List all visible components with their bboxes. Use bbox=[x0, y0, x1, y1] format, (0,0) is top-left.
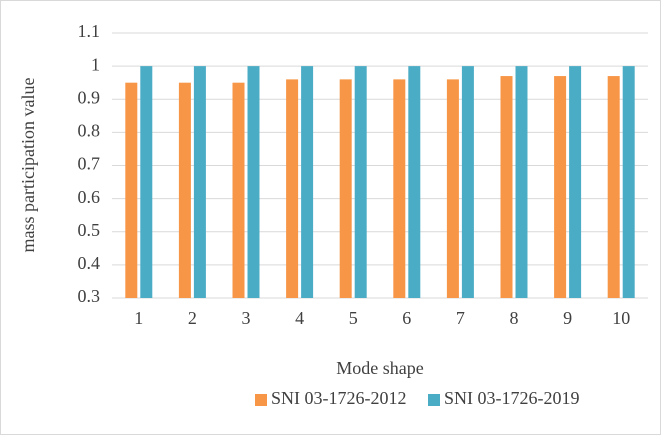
y-tick-label: 1.1 bbox=[78, 21, 101, 41]
bar bbox=[393, 79, 406, 298]
bar bbox=[247, 66, 260, 298]
x-axis-label: Mode shape bbox=[336, 358, 423, 378]
bar bbox=[339, 79, 352, 298]
x-tick-label: 9 bbox=[563, 308, 572, 328]
legend-swatch bbox=[428, 394, 440, 406]
x-tick-label: 6 bbox=[402, 308, 411, 328]
y-tick-label: 0.5 bbox=[78, 220, 101, 240]
bar bbox=[140, 66, 153, 298]
y-tick-label: 0.7 bbox=[78, 154, 101, 174]
x-tick-label: 5 bbox=[349, 308, 358, 328]
bar bbox=[446, 79, 459, 298]
y-tick-label: 0.6 bbox=[78, 187, 101, 207]
x-tick-label: 4 bbox=[295, 308, 304, 328]
y-tick-label: 1 bbox=[91, 54, 100, 74]
legend-swatch bbox=[255, 394, 267, 406]
y-tick-label: 0.4 bbox=[78, 253, 101, 273]
bar bbox=[193, 66, 206, 298]
y-tick-label: 0.3 bbox=[78, 286, 101, 306]
x-tick-label: 7 bbox=[456, 308, 465, 328]
x-tick-label: 3 bbox=[242, 308, 251, 328]
bar bbox=[354, 66, 367, 298]
legend-label: SNI 03-1726-2012 bbox=[271, 388, 407, 408]
bar bbox=[232, 82, 245, 298]
x-tick-label: 2 bbox=[188, 308, 197, 328]
bar bbox=[461, 66, 474, 298]
bar bbox=[178, 82, 191, 298]
x-tick-label: 1 bbox=[134, 308, 143, 328]
bar bbox=[408, 66, 421, 298]
y-axis-label: mass participation value bbox=[18, 78, 38, 253]
bar bbox=[515, 66, 528, 298]
bar bbox=[554, 76, 567, 298]
x-tick-label: 8 bbox=[510, 308, 519, 328]
bar bbox=[286, 79, 299, 298]
bar bbox=[500, 76, 513, 298]
y-tick-label: 0.9 bbox=[78, 87, 101, 107]
legend-label: SNI 03-1726-2019 bbox=[444, 388, 580, 408]
bar bbox=[569, 66, 582, 298]
bar bbox=[301, 66, 314, 298]
bar bbox=[622, 66, 635, 298]
bar bbox=[607, 76, 620, 298]
x-tick-label: 10 bbox=[612, 308, 630, 328]
y-tick-label: 0.8 bbox=[78, 121, 101, 141]
bar bbox=[125, 82, 138, 298]
